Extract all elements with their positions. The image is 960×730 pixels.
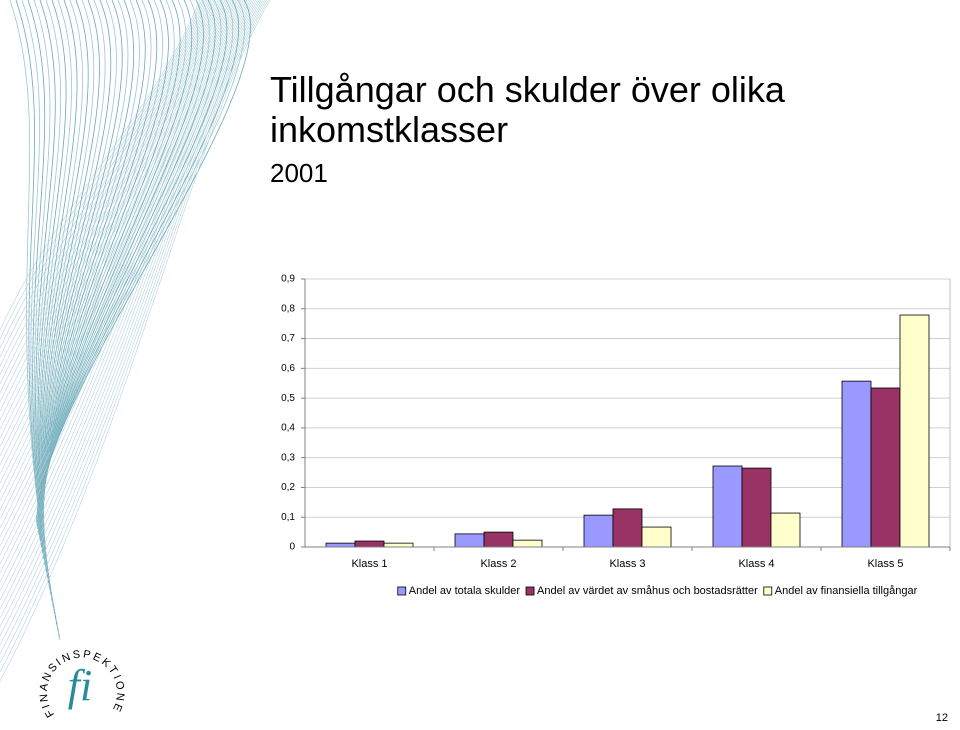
bar xyxy=(612,508,643,548)
legend-swatch xyxy=(763,586,773,596)
decor-line xyxy=(0,0,237,511)
decor-line xyxy=(0,0,255,601)
decor-line xyxy=(0,0,267,664)
decor-line xyxy=(0,0,240,529)
bar xyxy=(841,380,872,548)
bar xyxy=(899,314,930,548)
x-tick-label: Klass 2 xyxy=(480,558,516,570)
decor-line xyxy=(0,0,257,610)
y-tick-label: 0 xyxy=(289,542,295,553)
bar xyxy=(383,542,414,548)
decor-line xyxy=(0,0,260,628)
y-tick-label: 0,7 xyxy=(281,333,295,344)
bar xyxy=(741,467,772,548)
decor-line xyxy=(0,0,208,367)
legend-label: Andel av totala skulder xyxy=(409,585,521,597)
bar xyxy=(483,531,514,548)
decor-line xyxy=(0,0,224,448)
chart-subtitle: 2001 xyxy=(270,158,328,188)
decor-line xyxy=(0,0,206,358)
bar xyxy=(770,512,801,548)
decor-line xyxy=(0,0,231,484)
decor-line xyxy=(0,0,271,682)
decor-line xyxy=(0,0,246,556)
decor-line xyxy=(0,0,269,673)
decor-line xyxy=(0,0,258,619)
y-tick-label: 0,9 xyxy=(281,274,295,285)
decor-line xyxy=(0,0,217,412)
decor-line xyxy=(42,0,175,563)
decor-line xyxy=(0,0,262,637)
x-tick-label: Klass 1 xyxy=(351,558,387,570)
bar xyxy=(583,514,614,548)
bar xyxy=(354,540,385,548)
y-tick-label: 0,8 xyxy=(281,303,295,314)
bar xyxy=(712,465,743,548)
bar xyxy=(870,387,901,548)
chart-title: Tillgångar och skulder över olika inkoms… xyxy=(270,69,785,150)
bar xyxy=(325,542,356,548)
x-tick-label: Klass 5 xyxy=(867,558,903,570)
decor-line xyxy=(0,0,203,340)
decor-line xyxy=(0,0,266,655)
y-tick-label: 0,4 xyxy=(281,423,295,434)
decor-line xyxy=(0,0,239,520)
y-tick-label: 0,6 xyxy=(281,363,295,374)
decor-line xyxy=(0,0,215,403)
decor-line xyxy=(0,0,226,457)
x-tick-label: Klass 4 xyxy=(738,558,774,570)
x-tick-label: Klass 3 xyxy=(609,558,645,570)
decor-line xyxy=(0,0,264,646)
y-tick-label: 0,3 xyxy=(281,452,295,463)
bar xyxy=(641,526,672,548)
decor-line xyxy=(0,0,204,349)
bar xyxy=(512,539,543,548)
decoration xyxy=(0,0,271,682)
decor-line xyxy=(0,0,201,331)
logo-mark: fi xyxy=(68,661,92,710)
decor-line xyxy=(0,0,219,421)
decor-line xyxy=(0,0,221,430)
legend-label: Andel av finansiella tillgångar xyxy=(775,585,918,597)
page-number: 12 xyxy=(936,712,948,724)
legend-label: Andel av värdet av småhus och bostadsrät… xyxy=(537,585,758,597)
y-tick-label: 0,1 xyxy=(281,512,295,523)
bar xyxy=(454,533,485,548)
legend-swatch xyxy=(525,586,535,596)
legend: Andel av totala skulder Andel av värdet a… xyxy=(397,585,918,597)
decor-line xyxy=(0,0,230,475)
y-tick-label: 0,2 xyxy=(281,482,295,493)
y-tick-label: 0,5 xyxy=(281,393,295,404)
legend-swatch xyxy=(397,586,407,596)
decor-line xyxy=(0,0,228,466)
decor-line xyxy=(36,0,251,524)
decor-line xyxy=(0,0,235,502)
decor-line xyxy=(0,0,212,385)
